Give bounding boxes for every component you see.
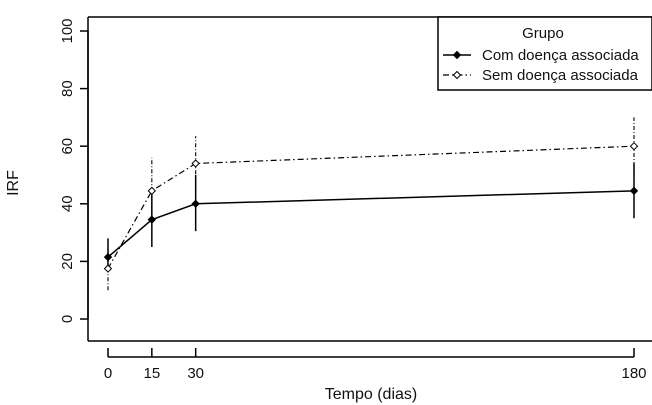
legend-marker-series-1 <box>452 50 462 60</box>
legend-marker-series-2 <box>452 70 462 80</box>
series-line <box>107 190 635 258</box>
y-tick-label: 0 <box>59 315 76 323</box>
series-line <box>107 145 635 269</box>
data-point <box>147 215 157 224</box>
legend: Grupo Com doença associada Sem doença as… <box>437 16 652 91</box>
x-tick-label: 0 <box>104 365 112 382</box>
y-tick-label: 80 <box>59 80 76 97</box>
x-tick-label: 30 <box>187 365 204 382</box>
data-point <box>191 199 200 209</box>
x-tick-label: 15 <box>143 365 160 382</box>
y-axis: 0 20 40 60 80 100 <box>59 18 89 323</box>
y-tick-label: 20 <box>59 253 76 270</box>
y-tick-label: 40 <box>59 195 76 212</box>
y-tick-label: 100 <box>59 18 76 43</box>
y-axis-title: IRF <box>5 170 22 196</box>
data-point <box>147 186 157 196</box>
x-axis-title: Tempo (dias) <box>325 386 417 403</box>
legend-label-series-1: Com doença associada <box>482 47 639 64</box>
data-point <box>629 141 639 151</box>
series-layer <box>103 117 639 291</box>
y-tick-label: 60 <box>59 138 76 155</box>
series-2 <box>103 117 639 291</box>
legend-title: Grupo <box>522 25 564 42</box>
x-tick-label: 180 <box>621 365 646 382</box>
legend-label-series-2: Sem doença associada <box>482 67 639 84</box>
data-point <box>629 186 639 196</box>
data-point <box>191 159 200 168</box>
series-1 <box>103 163 639 271</box>
legend-box <box>437 16 652 91</box>
data-point <box>103 264 113 273</box>
x-axis: 0 15 30 180 <box>104 348 647 382</box>
